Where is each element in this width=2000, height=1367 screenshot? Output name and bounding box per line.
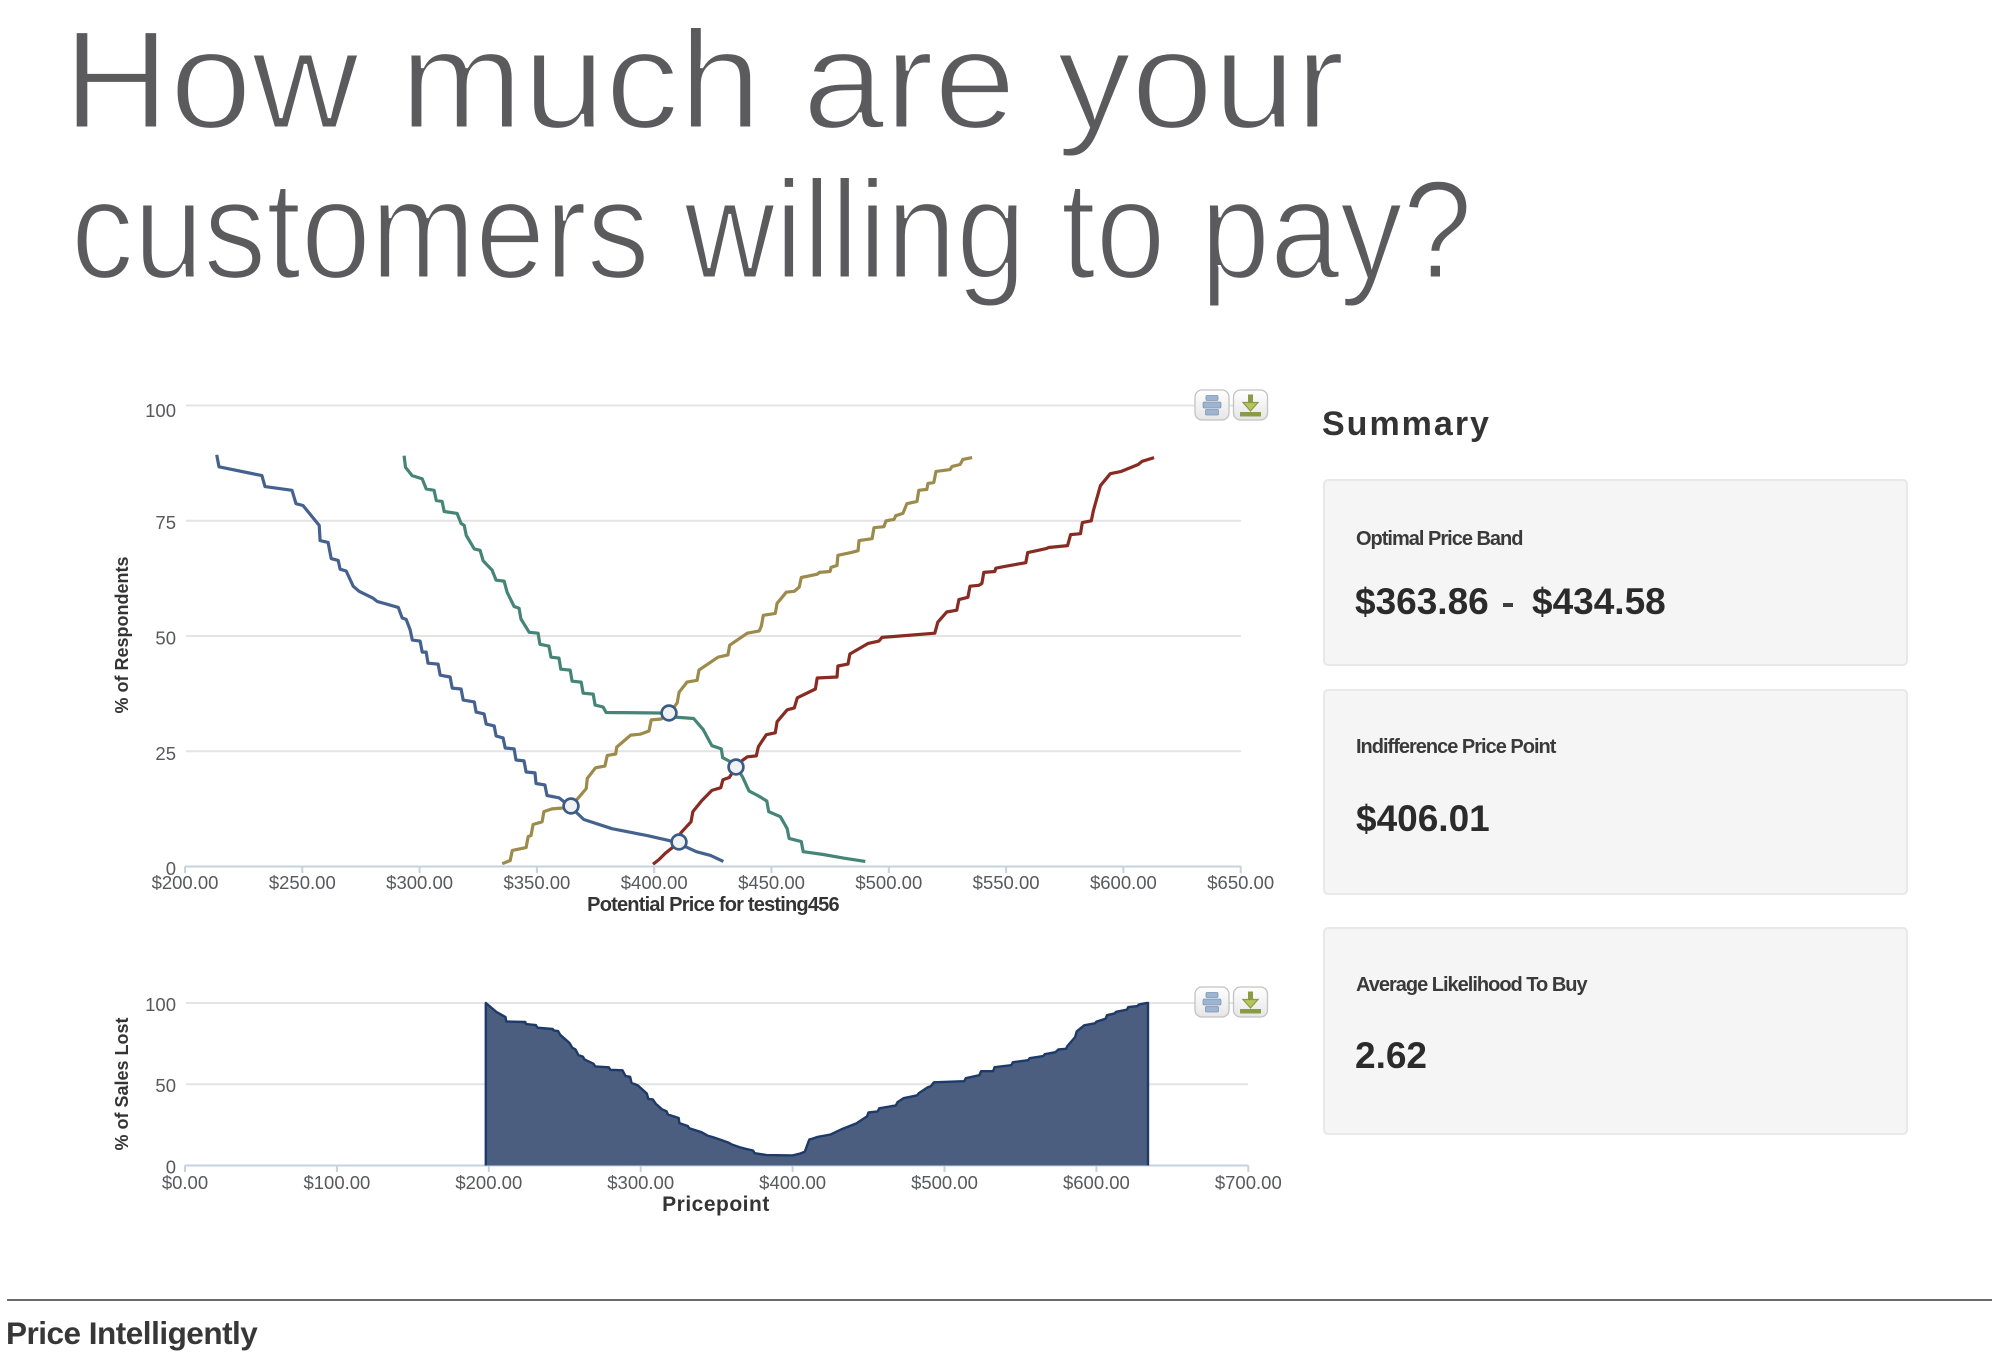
svg-text:$300.00: $300.00 — [386, 872, 453, 893]
svg-text:25: 25 — [155, 743, 176, 764]
svg-text:$200.00: $200.00 — [152, 872, 219, 893]
svg-text:100: 100 — [145, 400, 176, 421]
svg-text:$600.00: $600.00 — [1090, 872, 1157, 893]
svg-text:75: 75 — [155, 512, 176, 533]
svg-text:0: 0 — [166, 858, 176, 879]
svg-text:$500.00: $500.00 — [855, 872, 922, 893]
svg-text:$300.00: $300.00 — [607, 1172, 674, 1193]
svg-text:$100.00: $100.00 — [303, 1172, 370, 1193]
svg-text:0: 0 — [166, 1157, 176, 1178]
svg-text:$700.00: $700.00 — [1215, 1172, 1282, 1193]
svg-text:% of Respondents: % of Respondents — [112, 556, 132, 713]
svg-text:$0.00: $0.00 — [162, 1172, 208, 1193]
svg-text:$650.00: $650.00 — [1207, 872, 1274, 893]
svg-text:$600.00: $600.00 — [1063, 1172, 1130, 1193]
svg-text:Pricepoint: Pricepoint — [662, 1193, 770, 1216]
svg-text:$200.00: $200.00 — [455, 1172, 522, 1193]
svg-text:% of Sales Lost: % of Sales Lost — [112, 1017, 132, 1150]
svg-text:$250.00: $250.00 — [269, 872, 336, 893]
svg-text:$400.00: $400.00 — [759, 1172, 826, 1193]
svg-text:Potential Price for testing456: Potential Price for testing456 — [587, 894, 839, 916]
svg-text:$500.00: $500.00 — [911, 1172, 978, 1193]
svg-text:50: 50 — [155, 1075, 176, 1096]
svg-text:$550.00: $550.00 — [973, 872, 1040, 893]
svg-text:$400.00: $400.00 — [621, 872, 688, 893]
svg-text:100: 100 — [145, 994, 176, 1015]
svg-text:50: 50 — [155, 628, 176, 649]
svg-text:$350.00: $350.00 — [503, 872, 570, 893]
svg-text:$450.00: $450.00 — [738, 872, 805, 893]
